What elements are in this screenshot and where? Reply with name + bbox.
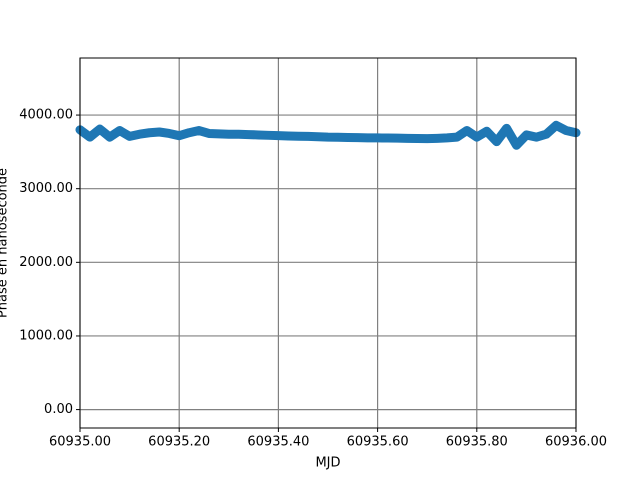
- x-tick-label: 60935.60: [347, 435, 409, 450]
- x-tick-label: 60935.80: [446, 435, 508, 450]
- x-tick-label: 60935.20: [148, 435, 210, 450]
- x-tick-label: 60935.00: [49, 435, 111, 450]
- plot-frame: [79, 57, 577, 429]
- y-tick-label: 3000.00: [19, 181, 73, 196]
- x-tick-label: 60936.00: [545, 435, 607, 450]
- y-tick-label: 2000.00: [19, 255, 73, 270]
- x-tick-label: 60935.40: [247, 435, 309, 450]
- y-tick-label: 4000.00: [19, 108, 73, 123]
- data-line: [75, 120, 581, 150]
- x-axis-label: MJD: [315, 456, 340, 471]
- y-tick-label: 1000.00: [19, 328, 73, 343]
- y-tick-label: 0.00: [44, 402, 73, 417]
- y-axis-label: Phase en nanoseconde: [0, 168, 11, 318]
